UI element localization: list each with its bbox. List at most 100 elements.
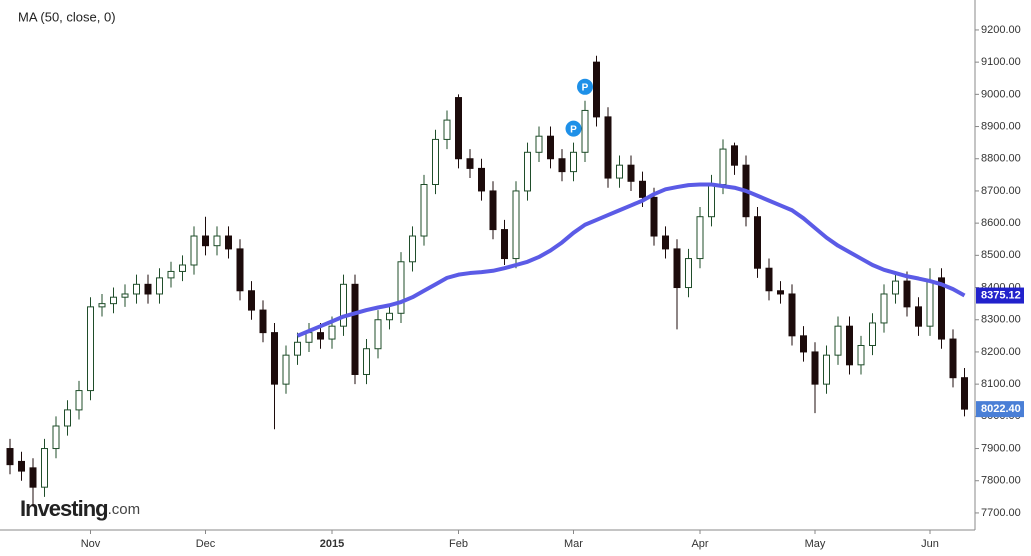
chart-title: MA (50, close, 0): [18, 9, 116, 24]
candle-body: [719, 148, 727, 186]
candle-body: [259, 309, 267, 334]
candle-body: [662, 235, 669, 250]
candle-body: [777, 290, 784, 295]
y-tick-label: 9000.00: [981, 88, 1021, 100]
candle-body: [179, 264, 186, 272]
candle-body: [800, 335, 807, 353]
candle-body: [765, 267, 773, 292]
candle-body: [604, 116, 612, 179]
candle-body: [213, 235, 221, 247]
candle-body: [570, 151, 577, 173]
candle-body: [938, 277, 945, 340]
y-tick-label: 9200.00: [981, 24, 1021, 36]
watermark: Investing.com: [20, 496, 140, 521]
candle-body: [616, 164, 623, 179]
candle-body: [788, 293, 796, 337]
x-tick-label: Feb: [449, 538, 468, 550]
candle-body: [846, 325, 853, 366]
candle-body: [869, 322, 876, 346]
candle-body: [133, 283, 140, 295]
candle-body: [75, 390, 83, 411]
candle-body: [489, 190, 497, 231]
candle-body: [731, 145, 738, 166]
candle-body: [6, 448, 14, 466]
candle-body: [501, 229, 508, 260]
x-tick-label: Dec: [196, 538, 216, 550]
candle-body: [547, 135, 554, 160]
y-tick-label: 8700.00: [981, 185, 1021, 197]
x-tick-label: May: [805, 538, 826, 550]
candle-body: [156, 277, 163, 295]
candle-body: [754, 216, 761, 269]
candle-body: [857, 344, 865, 366]
candle-body: [397, 261, 405, 314]
x-tick-label: Mar: [564, 538, 583, 550]
watermark-domain: .com: [108, 501, 141, 518]
y-tick-label: 7700.00: [981, 507, 1021, 519]
candle-body: [121, 293, 129, 298]
candle-body: [202, 235, 209, 247]
candle-body: [87, 306, 94, 392]
candle-body: [708, 184, 715, 218]
candle-body: [466, 158, 474, 169]
candle-body: [535, 135, 543, 153]
candle-body: [190, 235, 198, 266]
candle-body: [98, 303, 106, 308]
candle-body: [811, 351, 819, 385]
candle-body: [225, 235, 232, 250]
y-tick-label: 8900.00: [981, 120, 1021, 132]
candle-body: [593, 61, 600, 118]
candle-body: [961, 377, 968, 410]
candle-body: [271, 332, 278, 385]
last-close-label: 8022.40: [981, 403, 1021, 415]
candle-body: [305, 332, 313, 343]
candle-body: [903, 280, 911, 308]
candle-body: [455, 97, 462, 160]
candle-body: [167, 270, 175, 279]
y-tick-label: 8200.00: [981, 346, 1021, 358]
y-tick-label: 7900.00: [981, 442, 1021, 454]
candle-body: [524, 151, 531, 192]
candle-body: [29, 467, 37, 488]
candle-body: [409, 235, 416, 263]
candle-body: [110, 296, 117, 305]
candle-body: [41, 448, 48, 488]
candle-body: [685, 258, 692, 289]
x-tick-label: Apr: [691, 538, 708, 550]
y-tick-label: 7800.00: [981, 475, 1021, 487]
candle-body: [236, 248, 244, 292]
candle-body: [317, 332, 324, 340]
candle-body: [432, 138, 439, 186]
candle-body: [248, 290, 255, 311]
candle-body: [420, 184, 428, 237]
candle-body: [926, 280, 934, 327]
candle-body: [328, 325, 336, 340]
y-tick-label: 8500.00: [981, 249, 1021, 261]
x-tick-label: Nov: [81, 538, 101, 550]
last-close-box: [976, 401, 1024, 418]
candle-body: [949, 338, 957, 379]
candle-body: [144, 283, 152, 295]
candle-body: [696, 216, 704, 260]
x-tick-label: Jun: [921, 538, 939, 550]
candle-body: [834, 325, 842, 356]
candle-body: [512, 190, 520, 260]
candle-body: [478, 167, 485, 192]
candle-body: [823, 354, 830, 385]
candle-body: [880, 293, 888, 324]
candle-body: [340, 283, 347, 327]
event-marker: [577, 78, 593, 95]
x-tick-label: 2015: [320, 538, 344, 550]
candle-body: [294, 341, 301, 356]
watermark-brand: Investing: [20, 496, 108, 521]
candle-body: [363, 348, 370, 375]
y-tick-label: 9100.00: [981, 56, 1021, 68]
y-tick-label: 8800.00: [981, 153, 1021, 165]
y-tick-label: 8600.00: [981, 217, 1021, 229]
candle-body: [581, 109, 589, 153]
candle-body: [374, 319, 382, 350]
ma-last-label: 8375.12: [981, 289, 1021, 301]
candle-body: [52, 425, 60, 450]
